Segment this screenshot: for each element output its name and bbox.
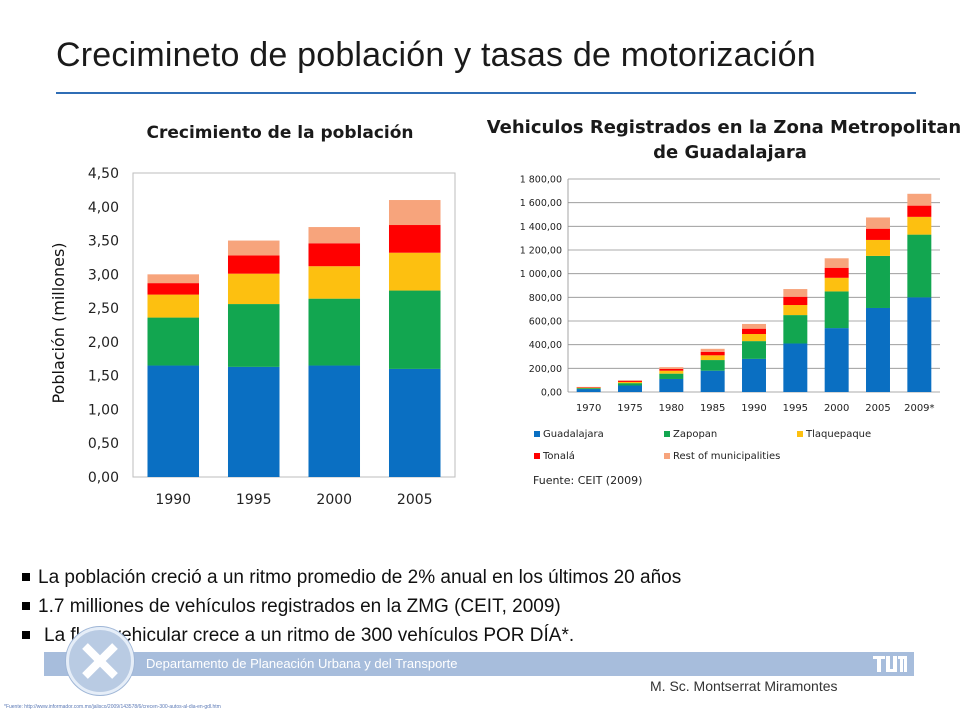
bar-segment-tonala xyxy=(147,283,200,295)
y-tick-label: 1,00 xyxy=(88,402,119,418)
bullet-text: 1.7 milliones de vehículos registrados e… xyxy=(38,596,561,617)
bullet-item: 1.7 milliones de vehículos registrados e… xyxy=(20,592,681,621)
bar-segment-guadalajara xyxy=(388,368,441,477)
population-chart-title: Crecimiento de la población xyxy=(146,123,414,143)
y-tick-label: 4,00 xyxy=(88,200,119,216)
bar-segment-tlaquepaque xyxy=(227,273,280,305)
logo-cross-icon xyxy=(82,643,118,679)
bullet-text: La población creció a un ritmo promedio … xyxy=(38,567,682,588)
x-tick-label: 1995 xyxy=(236,492,272,508)
x-tick-label: 1990 xyxy=(155,492,191,508)
bar-segment-zapopan xyxy=(227,304,280,367)
bullet-list: La población creció a un ritmo promedio … xyxy=(20,563,681,650)
bullet-text: La flota vehicular crece a un ritmo de 3… xyxy=(44,625,575,646)
bar-segment-tlaquepaque xyxy=(388,252,441,291)
y-tick-label: 0,00 xyxy=(88,470,119,486)
department-logo-icon xyxy=(66,627,134,695)
bar-segment-tlaquepaque xyxy=(147,294,200,318)
bar-segment-tlaquepaque xyxy=(308,266,361,299)
title-underline xyxy=(56,92,916,94)
bar-segment-guadalajara xyxy=(227,366,280,477)
bullet-item: La flota vehicular crece a un ritmo de 3… xyxy=(20,621,681,650)
y-axis-label: Población (millones) xyxy=(49,242,68,403)
y-tick-label: 3,00 xyxy=(88,267,119,283)
slide-title: Crecimineto de población y tasas de moto… xyxy=(56,36,816,74)
bullet-item: La población creció a un ritmo promedio … xyxy=(20,563,681,592)
y-tick-label: 4,50 xyxy=(88,166,119,182)
y-tick-label: 0,50 xyxy=(88,436,119,452)
plot-area xyxy=(132,172,456,478)
x-tick-label: 2005 xyxy=(397,492,433,508)
y-tick-label: 2,50 xyxy=(88,301,119,317)
y-tick-label: 2,00 xyxy=(88,335,119,351)
bar-segment-tonala xyxy=(227,255,280,274)
y-tick-label: 1,50 xyxy=(88,369,119,385)
bar-segment-rest xyxy=(388,200,441,226)
bar-segment-guadalajara xyxy=(308,365,361,477)
bar-segment-zapopan xyxy=(388,290,441,369)
bar-segment-rest xyxy=(227,240,280,256)
bar-segment-tonala xyxy=(308,243,361,267)
source-footnote: *Fuente: http://www.informador.com.mx/ja… xyxy=(4,704,221,710)
footer-bar xyxy=(44,652,914,676)
bar-segment-zapopan xyxy=(147,317,200,366)
x-tick-label: 2000 xyxy=(316,492,352,508)
bar-segment-rest xyxy=(147,274,200,284)
bar-segment-zapopan xyxy=(308,298,361,366)
bar-segment-rest xyxy=(308,227,361,244)
vehicles-chart-title: Vehiculos Registrados en la Zona Metropo… xyxy=(486,117,960,163)
bar-segment-guadalajara xyxy=(147,365,200,477)
footer-department: Departamento de Planeación Urbana y del … xyxy=(146,656,458,671)
y-tick-label: 3,50 xyxy=(88,234,119,250)
author-name: M. Sc. Montserrat Miramontes xyxy=(650,678,838,694)
bar-segment-tonala xyxy=(388,225,441,253)
tum-logo-icon xyxy=(873,656,907,672)
